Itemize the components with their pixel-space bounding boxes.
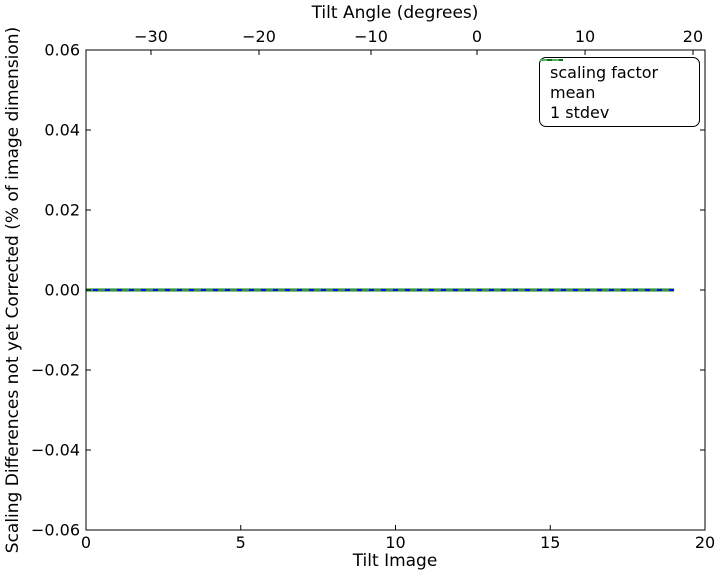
legend-entry-mean: mean <box>540 59 693 103</box>
bottom-axis-title: Tilt Image <box>352 551 438 571</box>
y-tick-label: −0.04 <box>30 440 80 460</box>
x-tick-label: 0 <box>80 533 92 552</box>
top-tick-label: −20 <box>242 27 276 46</box>
x-tick-label: 10 <box>385 533 406 552</box>
y-tick-label: 0.00 <box>44 280 80 300</box>
left-axis-title: Scaling Differences not yet Corrected (%… <box>3 26 23 554</box>
top-tick-label: 0 <box>471 27 483 46</box>
legend-entry-1-stdev: 1 stdev <box>540 59 693 123</box>
y-tick-label: 0.02 <box>44 200 80 220</box>
legend-label: 1 stdev <box>550 103 610 122</box>
y-tick-label: −0.06 <box>30 520 80 540</box>
legend-label: scaling factor <box>550 63 659 82</box>
x-tick-label: 5 <box>235 533 246 552</box>
top-tick-label: 10 <box>574 27 596 46</box>
x-tick-label: 20 <box>694 533 716 552</box>
legend-label: mean <box>550 83 596 102</box>
x-tick-label: 15 <box>540 533 561 552</box>
legend-entry-scaling-factor: scaling factor <box>540 59 693 83</box>
y-tick-label: −0.02 <box>30 360 80 380</box>
top-tick-label: −30 <box>134 27 168 46</box>
y-tick-label: 0.06 <box>44 40 80 60</box>
tick-marks <box>85 49 706 531</box>
top-axis-title: Tilt Angle (degrees) <box>311 3 479 23</box>
y-tick-label: 0.04 <box>44 120 80 140</box>
legend-line-dashed-green-icon <box>540 59 563 61</box>
legend: scaling factor mean 1 stdev <box>539 57 700 127</box>
top-tick-label: −10 <box>354 27 388 46</box>
top-tick-label: 20 <box>682 27 704 46</box>
